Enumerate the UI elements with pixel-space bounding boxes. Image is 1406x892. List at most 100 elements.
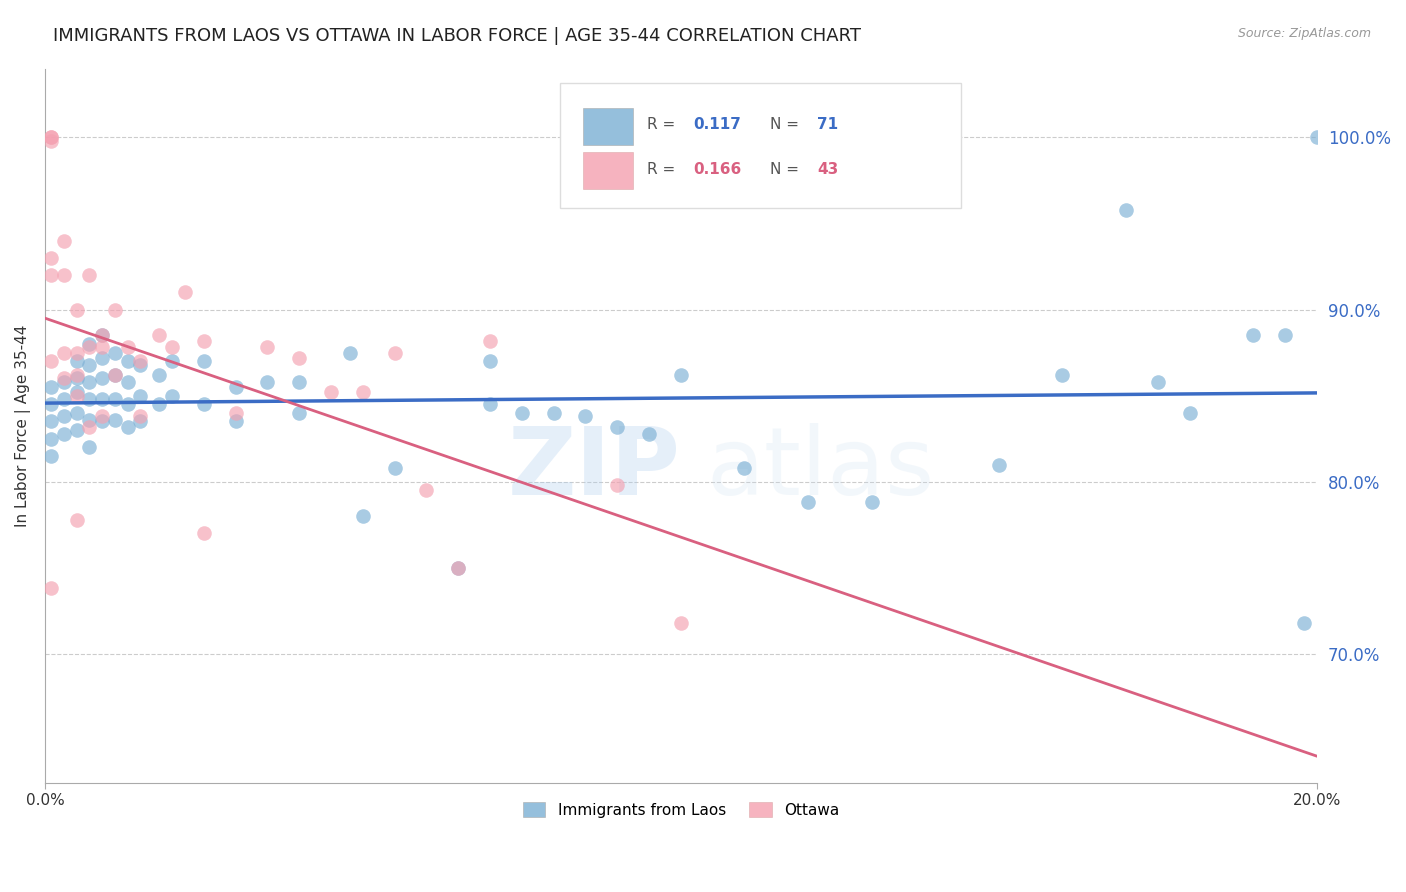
Text: 43: 43 [817, 161, 838, 177]
Point [39, 582, 62, 596]
FancyBboxPatch shape [583, 153, 633, 189]
Point [66, 354, 89, 368]
Text: 0.166: 0.166 [693, 161, 742, 177]
Point [288, 406, 311, 420]
Point [66, 345, 89, 359]
Point [479, 334, 502, 348]
Point [225, 415, 247, 429]
Point [39, 134, 62, 148]
Point [39, 380, 62, 394]
Point [39, 432, 62, 446]
Point [352, 509, 374, 524]
Point [193, 397, 215, 411]
Text: atlas: atlas [706, 423, 935, 515]
Point [447, 561, 470, 575]
Point [91, 409, 114, 424]
Point [117, 397, 139, 411]
Point [638, 426, 661, 441]
Point [129, 409, 152, 424]
Point [173, 285, 195, 300]
Point [256, 375, 278, 389]
Point [1241, 328, 1264, 343]
Point [797, 495, 820, 509]
Point [148, 397, 170, 411]
Point [52, 392, 75, 406]
Point [66, 406, 89, 420]
Point [160, 354, 183, 368]
Point [52, 409, 75, 424]
Point [66, 368, 89, 382]
Point [543, 406, 565, 420]
Point [1274, 328, 1296, 343]
Point [52, 234, 75, 248]
Point [79, 413, 101, 427]
Point [447, 561, 470, 575]
Point [339, 345, 361, 359]
Point [52, 371, 75, 385]
Point [39, 449, 62, 463]
Point [193, 526, 215, 541]
Point [160, 341, 183, 355]
Text: 0.117: 0.117 [693, 118, 741, 133]
Point [1294, 615, 1316, 630]
Text: N =: N = [770, 118, 804, 133]
Point [225, 406, 247, 420]
Point [91, 392, 114, 406]
Point [52, 268, 75, 282]
Point [79, 358, 101, 372]
Point [1306, 130, 1329, 145]
Point [148, 328, 170, 343]
Point [129, 354, 152, 368]
Point [39, 354, 62, 368]
Text: R =: R = [647, 118, 679, 133]
Point [384, 345, 406, 359]
Point [669, 615, 692, 630]
Point [510, 406, 533, 420]
Point [193, 354, 215, 368]
Point [479, 397, 502, 411]
Point [987, 458, 1010, 472]
Point [256, 341, 278, 355]
Point [193, 334, 215, 348]
Point [288, 375, 311, 389]
Point [79, 341, 101, 355]
Point [288, 351, 311, 365]
Point [39, 251, 62, 265]
Text: R =: R = [647, 161, 679, 177]
FancyBboxPatch shape [560, 83, 960, 208]
Point [129, 389, 152, 403]
Point [129, 358, 152, 372]
Text: N =: N = [770, 161, 804, 177]
Point [117, 341, 139, 355]
Point [66, 385, 89, 400]
Point [52, 345, 75, 359]
Point [1147, 375, 1170, 389]
Point [39, 397, 62, 411]
Point [225, 380, 247, 394]
Point [52, 426, 75, 441]
Point [79, 419, 101, 434]
Point [66, 513, 89, 527]
Point [104, 392, 127, 406]
Point [384, 461, 406, 475]
Point [39, 130, 62, 145]
Point [734, 461, 756, 475]
Point [606, 419, 628, 434]
Point [117, 375, 139, 389]
Y-axis label: In Labor Force | Age 35-44: In Labor Force | Age 35-44 [15, 325, 31, 527]
Point [117, 354, 139, 368]
Point [79, 268, 101, 282]
Point [66, 423, 89, 437]
Point [79, 337, 101, 351]
Point [117, 419, 139, 434]
Point [860, 495, 883, 509]
Point [669, 368, 692, 382]
Point [52, 375, 75, 389]
Point [79, 375, 101, 389]
Point [148, 368, 170, 382]
Point [66, 389, 89, 403]
Point [91, 351, 114, 365]
Point [479, 354, 502, 368]
Point [91, 371, 114, 385]
Legend: Immigrants from Laos, Ottawa: Immigrants from Laos, Ottawa [515, 794, 846, 825]
